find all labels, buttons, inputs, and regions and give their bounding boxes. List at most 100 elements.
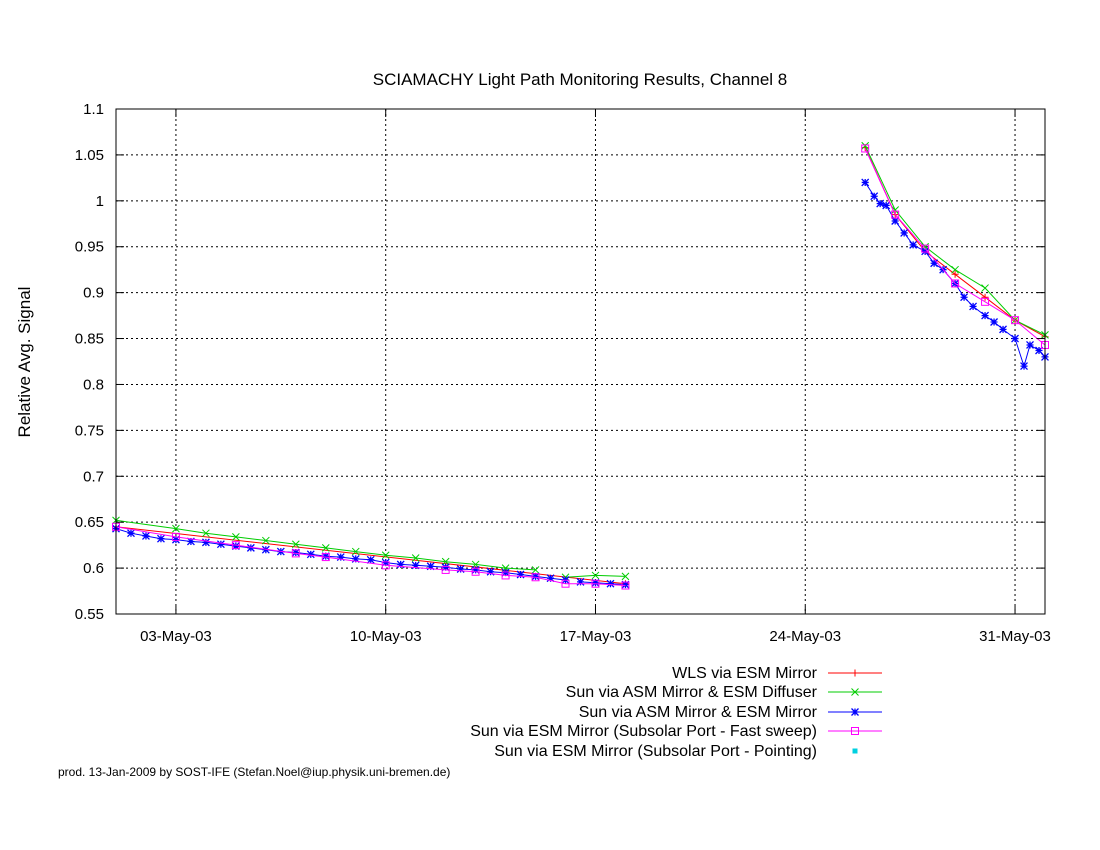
data-point (471, 567, 480, 576)
data-point (891, 217, 900, 225)
y-tick-label: 0.95 (75, 239, 104, 256)
legend-label: Sun via ESM Mirror (Subsolar Port - Fast… (470, 723, 817, 740)
data-point (870, 192, 879, 201)
data-point (231, 542, 240, 551)
data-point (981, 293, 989, 301)
data-point (231, 541, 240, 550)
data-point (861, 141, 870, 150)
data-point (381, 561, 390, 570)
data-point (1011, 316, 1020, 325)
data-point (426, 562, 435, 571)
data-point (531, 573, 540, 582)
data-point (291, 540, 300, 549)
data-point (969, 302, 978, 311)
chart-title: SCIAMACHY Light Path Monitoring Results,… (373, 70, 788, 89)
data-point (891, 210, 900, 219)
legend-marker (851, 727, 859, 735)
data-point (321, 544, 330, 552)
data-point (981, 297, 990, 306)
data-point (516, 570, 525, 579)
data-point (606, 579, 615, 588)
data-point (441, 565, 450, 574)
data-point (1026, 341, 1034, 349)
data-point (861, 178, 870, 187)
data-point (999, 325, 1008, 334)
data-point (930, 259, 939, 268)
series-line (115, 526, 626, 586)
plot-frame (115, 108, 1046, 615)
x-tick-label: 17-May-03 (560, 628, 632, 645)
data-point (861, 144, 870, 153)
series-line (580, 581, 626, 586)
data-point (202, 529, 210, 538)
series-2 (112, 178, 1049, 589)
data-point (171, 532, 180, 541)
data-point (981, 284, 989, 292)
data-point (951, 270, 959, 278)
data-point (336, 553, 345, 562)
data-point (411, 561, 420, 570)
data-point (246, 543, 255, 552)
data-point (127, 529, 135, 538)
data-point (621, 580, 630, 589)
data-point (501, 568, 510, 577)
data-point (171, 535, 180, 544)
data-point (951, 279, 960, 288)
series-group (112, 141, 1049, 590)
data-point (591, 579, 600, 588)
data-point (261, 536, 270, 545)
legend-label: WLS via ESM Mirror (672, 665, 818, 682)
data-point (561, 579, 570, 588)
data-point (621, 581, 630, 590)
data-point (172, 524, 180, 533)
data-point (156, 534, 165, 543)
legend-label: Sun via ESM Mirror (Subsolar Port - Poin… (494, 743, 817, 760)
data-point (621, 572, 630, 581)
legend-swatch (852, 748, 858, 754)
data-point (882, 201, 891, 210)
data-point (921, 244, 930, 253)
data-point (232, 533, 240, 541)
data-point (546, 574, 555, 583)
y-tick-label: 1 (96, 193, 104, 210)
x-tick-label: 31-May-03 (979, 628, 1051, 645)
series-line (864, 145, 1046, 336)
data-point (396, 560, 405, 569)
legend-label: Sun via ASM Mirror & ESM Mirror (579, 704, 818, 721)
data-point (201, 538, 210, 547)
data-point (321, 552, 330, 561)
y-tick-label: 0.55 (75, 606, 104, 623)
data-point (531, 566, 540, 574)
x-tick-label: 03-May-03 (140, 628, 212, 645)
y-tick-label: 0.65 (75, 514, 104, 531)
data-point (381, 551, 390, 560)
y-tick-label: 0.75 (75, 422, 104, 439)
data-point (142, 531, 150, 540)
data-point (591, 571, 600, 580)
legend: WLS via ESM Mirror Sun via ASM Mirror & E… (470, 665, 882, 760)
data-point (1020, 362, 1028, 371)
data-point (981, 311, 990, 320)
series-line (115, 519, 536, 571)
data-point (486, 567, 495, 576)
footer-credit: prod. 13-Jan-2009 by SOST-IFE (Stefan.No… (58, 765, 450, 779)
data-point (411, 554, 420, 562)
series-line (864, 148, 1046, 346)
data-point (909, 240, 918, 249)
data-point (306, 550, 315, 559)
axis-ticks: 0.55 0.6 0.65 0.7 0.75 0.8 0.85 0.9 0.95 1 1.05 1.1… (75, 101, 1051, 645)
data-point (216, 540, 225, 549)
data-point (351, 554, 360, 563)
data-point (321, 553, 330, 562)
data-point (1011, 334, 1019, 343)
data-point (471, 565, 480, 574)
data-point (456, 565, 465, 573)
legend-marker (851, 708, 859, 716)
x-tick-label: 10-May-03 (350, 628, 422, 645)
y-tick-label: 0.8 (83, 376, 104, 393)
y-tick-label: 0.7 (83, 468, 104, 485)
y-tick-label: 0.9 (83, 285, 104, 302)
legend-marker (851, 669, 859, 677)
y-tick-label: 0.85 (75, 331, 104, 348)
